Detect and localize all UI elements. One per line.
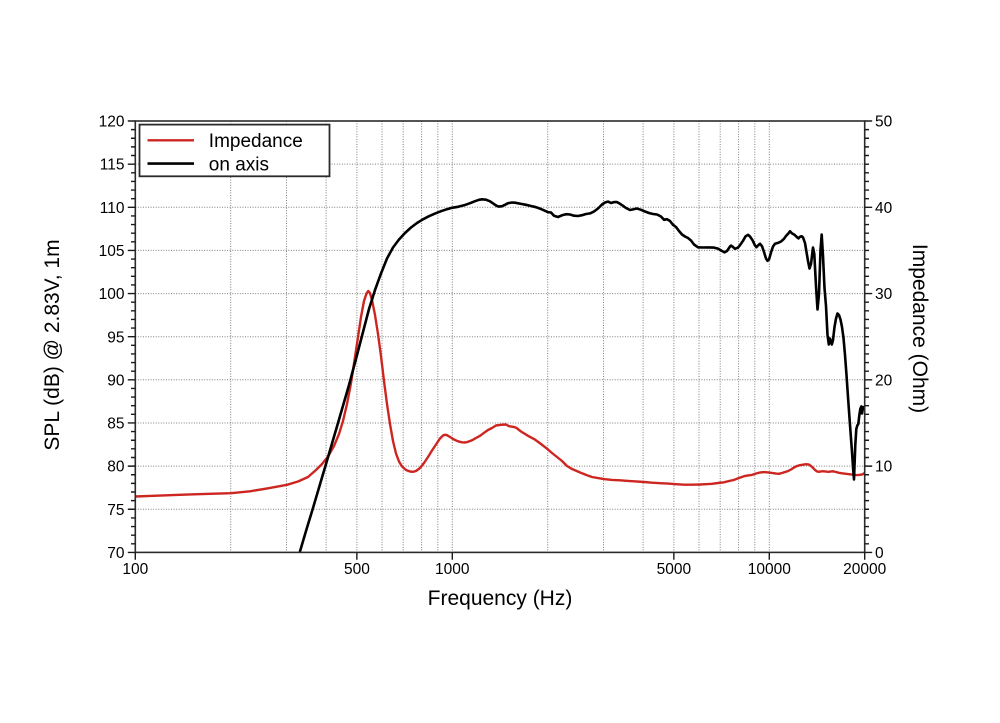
- svg-text:85: 85: [107, 416, 124, 433]
- svg-text:80: 80: [107, 459, 125, 476]
- svg-text:10000: 10000: [748, 561, 791, 578]
- svg-text:30: 30: [875, 286, 893, 303]
- svg-text:5000: 5000: [657, 561, 692, 578]
- svg-text:95: 95: [107, 329, 124, 346]
- svg-text:100: 100: [99, 286, 125, 303]
- svg-text:10: 10: [875, 459, 893, 476]
- svg-text:1000: 1000: [435, 561, 470, 578]
- svg-text:40: 40: [875, 200, 893, 217]
- svg-text:105: 105: [99, 243, 125, 260]
- svg-text:120: 120: [99, 114, 125, 131]
- svg-text:SPL (dB) @ 2.83V, 1m: SPL (dB) @ 2.83V, 1m: [41, 239, 64, 450]
- svg-text:Impedance: Impedance: [209, 131, 303, 152]
- svg-text:115: 115: [100, 157, 125, 174]
- svg-text:110: 110: [100, 200, 125, 217]
- svg-text:500: 500: [344, 561, 370, 578]
- svg-text:20: 20: [875, 372, 893, 389]
- svg-text:20000: 20000: [843, 561, 886, 578]
- svg-text:Impedance (Ohm): Impedance (Ohm): [908, 244, 931, 413]
- svg-text:0: 0: [875, 545, 884, 562]
- svg-text:Frequency (Hz): Frequency (Hz): [428, 587, 573, 610]
- svg-text:70: 70: [107, 545, 125, 562]
- svg-text:90: 90: [107, 372, 125, 389]
- svg-text:50: 50: [875, 114, 893, 131]
- svg-text:on axis: on axis: [209, 155, 269, 176]
- svg-text:100: 100: [122, 561, 148, 578]
- svg-text:75: 75: [107, 502, 124, 519]
